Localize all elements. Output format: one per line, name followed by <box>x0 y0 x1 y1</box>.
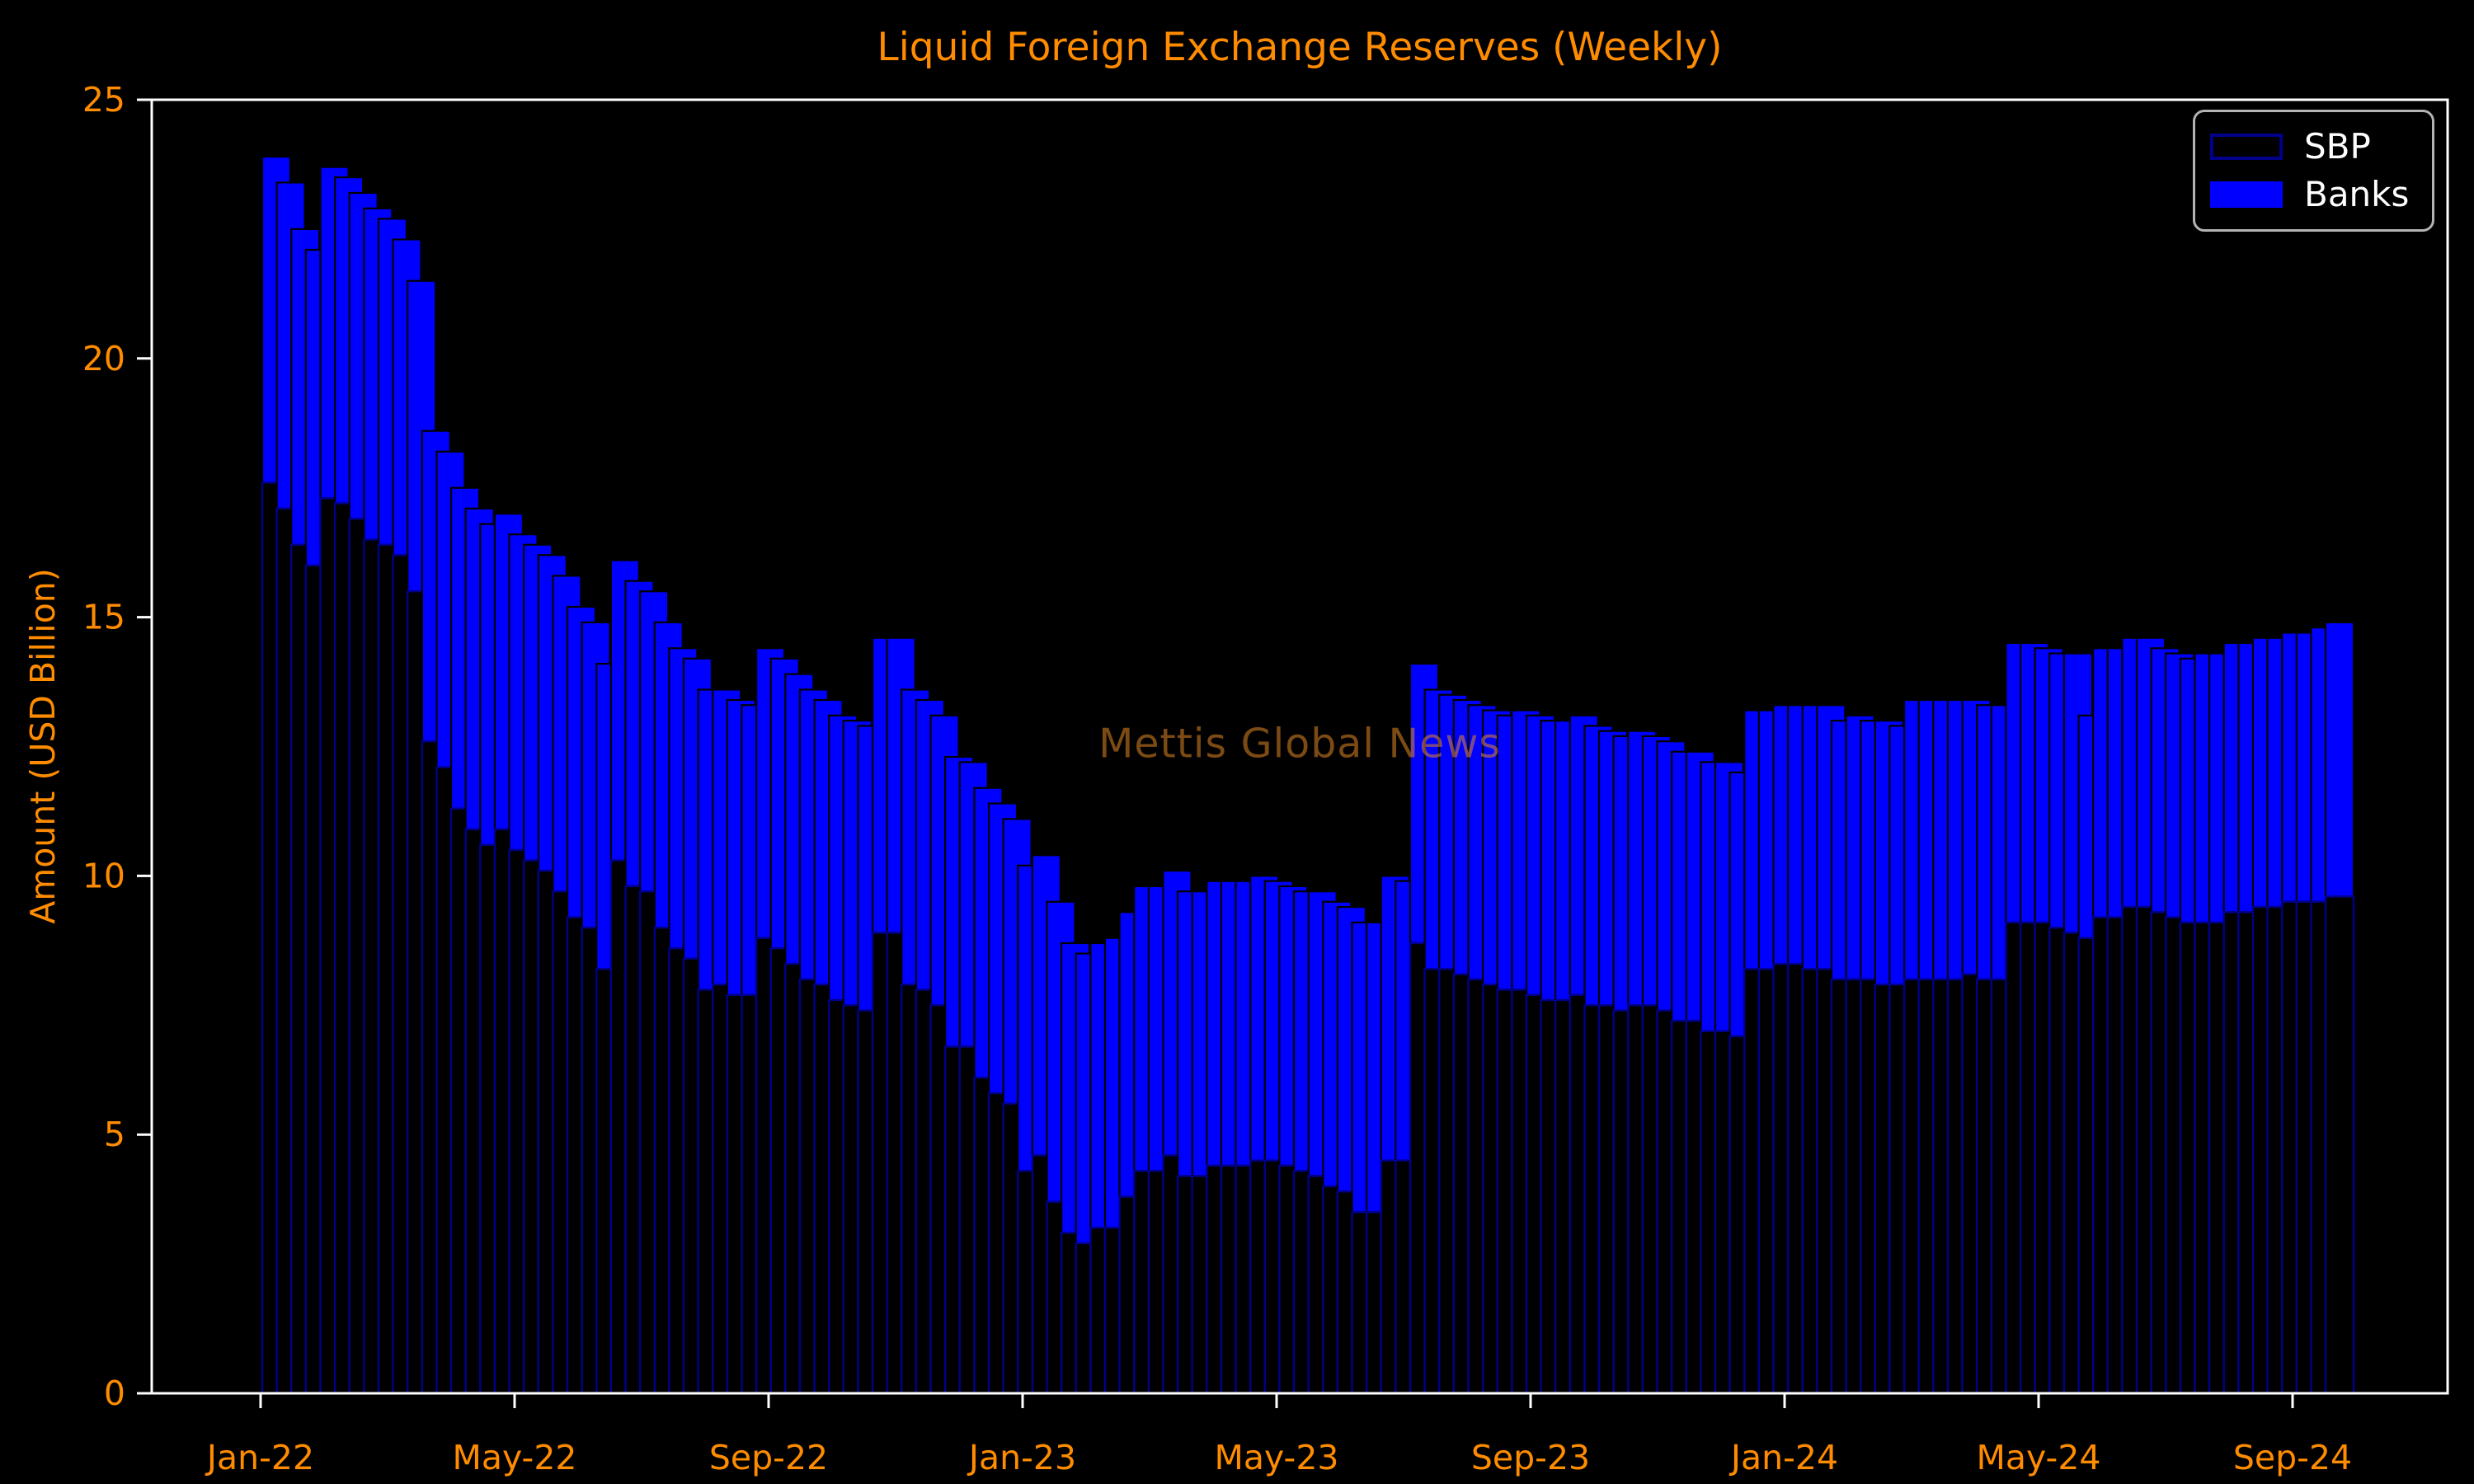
banks-bar <box>2324 621 2355 898</box>
x-tick-label: Jan-22 <box>205 1438 314 1477</box>
legend-item-banks: Banks <box>2210 173 2417 214</box>
bars-layer <box>261 155 2355 1395</box>
plot-frame <box>150 98 2449 1395</box>
x-tick-label: Jan-23 <box>967 1438 1076 1477</box>
axis-layer: 0 5 10 15 20 25 Jan-22 May-22 Sep-22 Jan-23 May-23… <box>82 80 2449 1477</box>
y-axis-label: Amount (USD Billion) <box>23 568 63 924</box>
x-tick-label: May-24 <box>1976 1438 2100 1477</box>
y-tick-label: 5 <box>104 1115 125 1154</box>
banks-swatch-icon <box>2210 181 2283 208</box>
y-tick-label: 20 <box>82 339 125 378</box>
sbp-bar <box>2324 895 2355 1395</box>
y-tick-label: 10 <box>82 856 125 895</box>
x-tick-label: May-22 <box>452 1438 576 1477</box>
x-tick-label: Sep-23 <box>1471 1438 1590 1477</box>
watermark-text: Mettis Global News <box>1098 720 1501 768</box>
sbp-swatch-icon <box>2210 134 2283 161</box>
x-tick-label: May-23 <box>1214 1438 1338 1477</box>
y-tick-label: 0 <box>104 1374 125 1413</box>
y-tick-label: 15 <box>82 598 125 637</box>
y-tick-label: 25 <box>82 80 125 120</box>
x-tick-label: Sep-24 <box>2233 1438 2352 1477</box>
legend-label-banks: Banks <box>2304 173 2410 214</box>
x-tick-label: Jan-24 <box>1729 1438 1838 1477</box>
chart-title: Liquid Foreign Exchange Reserves (Weekly… <box>877 25 1723 70</box>
x-tick-label: Sep-22 <box>709 1438 828 1477</box>
legend-item-sbp: SBP <box>2210 129 2417 164</box>
legend: SBP Banks <box>2193 110 2434 232</box>
legend-label-sbp: SBP <box>2304 126 2371 167</box>
